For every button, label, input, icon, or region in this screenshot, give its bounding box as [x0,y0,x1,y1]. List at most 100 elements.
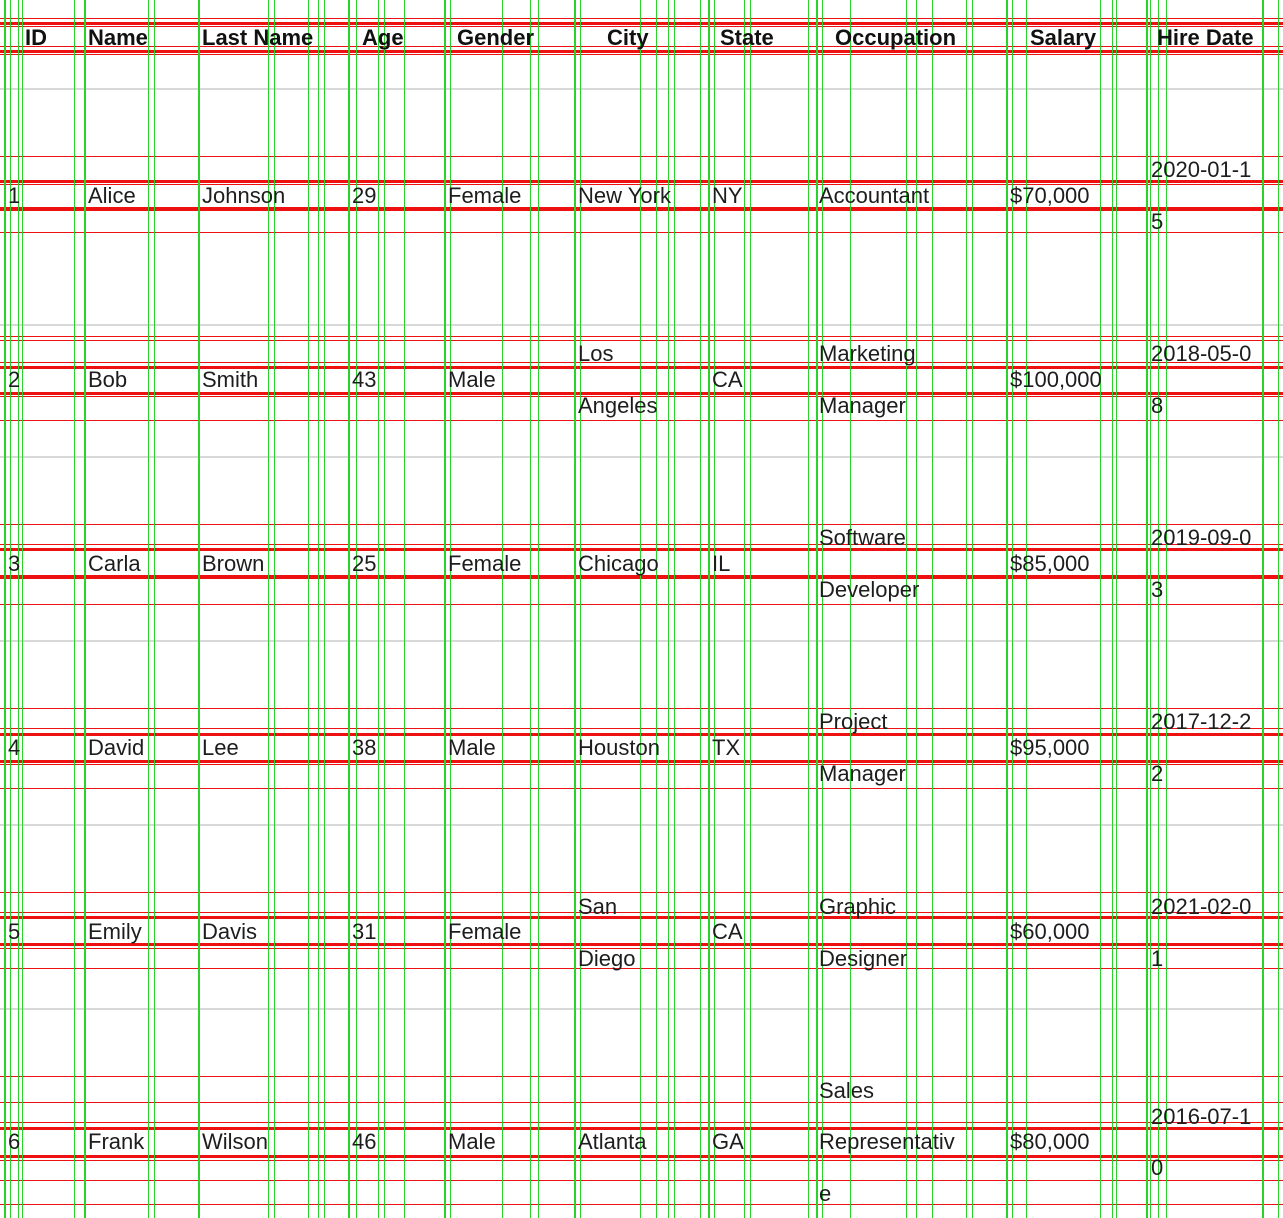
vertical-guide-line [4,0,6,1218]
cell-last-name: Brown [202,551,265,576]
header-city[interactable]: City [607,25,649,50]
cell-hire-date-wrap: 1 [1151,946,1164,971]
cell-occupation: Graphic [819,894,897,919]
header-age[interactable]: Age [362,25,404,50]
cell-occupation: Marketing [819,341,916,366]
horizontal-guide-line [0,1155,1283,1158]
cell-salary: $100,000 [1010,367,1102,392]
row-separator-line [0,324,1283,326]
vertical-guide-line [1006,0,1008,1218]
vertical-guide-line [708,0,710,1218]
row-separator-line [0,456,1283,458]
cell-gender: Female [448,183,522,208]
cell-age: 31 [352,919,377,944]
header-gender[interactable]: Gender [457,25,535,50]
horizontal-guide-line [0,578,1283,579]
header-last-name[interactable]: Last Name [202,25,314,50]
vertical-guide-line [750,0,751,1218]
header-state[interactable]: State [720,25,774,50]
cell-hire-date: 2019-09-0 [1151,525,1252,550]
cell-occupation-wrap: Manager [819,393,906,418]
header-salary[interactable]: Salary [1030,25,1097,50]
cell-occupation-wrap: Developer [819,577,920,602]
horizontal-guide-line [0,156,1283,157]
cell-id: 5 [8,919,21,944]
horizontal-guide-line [0,708,1283,709]
vertical-guide-line [148,0,149,1218]
cell-gender: Male [448,735,496,760]
vertical-guide-line [972,0,973,1218]
row-separator-line [0,1008,1283,1010]
vertical-guide-line [932,0,933,1218]
row-separator-line [0,640,1283,642]
cell-occupation: Software [819,525,906,550]
row-separator-line [0,88,1283,90]
horizontal-guide-line [0,544,1283,545]
header-occupation[interactable]: Occupation [835,25,957,50]
cell-city: Atlanta [578,1129,647,1154]
cell-id: 6 [8,1129,21,1154]
cell-gender: Female [448,919,522,944]
vertical-guide-line [744,0,745,1218]
cell-state: GA [712,1129,744,1154]
cell-age: 29 [352,183,377,208]
horizontal-guide-line [0,1180,1283,1181]
cell-name: Bob [88,367,128,392]
cell-occupation-wrap: Designer [819,946,908,971]
cell-name: David [88,735,145,760]
header-name[interactable]: Name [88,25,148,50]
cell-last-name: Lee [202,735,239,760]
cell-city: Houston [578,735,660,760]
horizontal-guide-line [0,604,1283,605]
vertical-guide-line [308,0,309,1218]
cell-name: Frank [88,1129,145,1154]
horizontal-guide-line [0,1076,1283,1077]
cell-name: Carla [88,551,141,576]
cell-age: 25 [352,551,377,576]
vertical-guide-line [1116,0,1117,1218]
cell-hire-date: 2020-01-1 [1151,157,1252,182]
cell-salary: $70,000 [1010,183,1090,208]
cell-state: CA [712,367,743,392]
header-hire-date[interactable]: Hire Date [1157,25,1254,50]
cell-last-name: Johnson [202,183,286,208]
vertical-guide-line [1262,0,1264,1218]
cell-hire-date-wrap: 8 [1151,393,1164,418]
cell-salary: $80,000 [1010,1129,1090,1154]
cell-state: NY [712,183,743,208]
vertical-guide-line [1146,0,1148,1218]
cell-id: 3 [8,551,21,576]
cell-id: 2 [8,367,21,392]
header-id[interactable]: ID [25,25,47,50]
horizontal-guide-line [0,524,1283,525]
vertical-guide-line [324,0,325,1218]
cell-last-name: Wilson [202,1129,269,1154]
horizontal-guide-line [0,232,1283,233]
cell-name: Alice [88,183,136,208]
horizontal-guide-line [0,1122,1283,1123]
cell-salary: $85,000 [1010,551,1090,576]
vertical-guide-line [538,0,539,1218]
cell-state: CA [712,919,743,944]
horizontal-guide-line [0,340,1283,341]
horizontal-guide-line [0,1102,1283,1103]
cell-age: 38 [352,735,377,760]
horizontal-guide-line [0,916,1283,919]
horizontal-guide-line [0,1204,1283,1205]
horizontal-guide-line [0,18,1283,19]
horizontal-guide-line [0,54,1283,55]
cell-salary: $60,000 [1010,919,1090,944]
vertical-guide-line [674,0,675,1218]
vertical-guide-line [74,0,75,1218]
cell-age: 43 [352,367,377,392]
vertical-guide-line [384,0,385,1218]
horizontal-guide-line [0,968,1283,969]
cell-city-wrap: Diego [578,946,636,971]
cell-id: 4 [8,735,21,760]
vertical-guide-line [378,0,379,1218]
cell-occupation-wrap-2: e [819,1181,832,1206]
cell-city: San [578,894,618,919]
vertical-guide-line [404,0,405,1218]
vertical-guide-line [530,0,531,1218]
